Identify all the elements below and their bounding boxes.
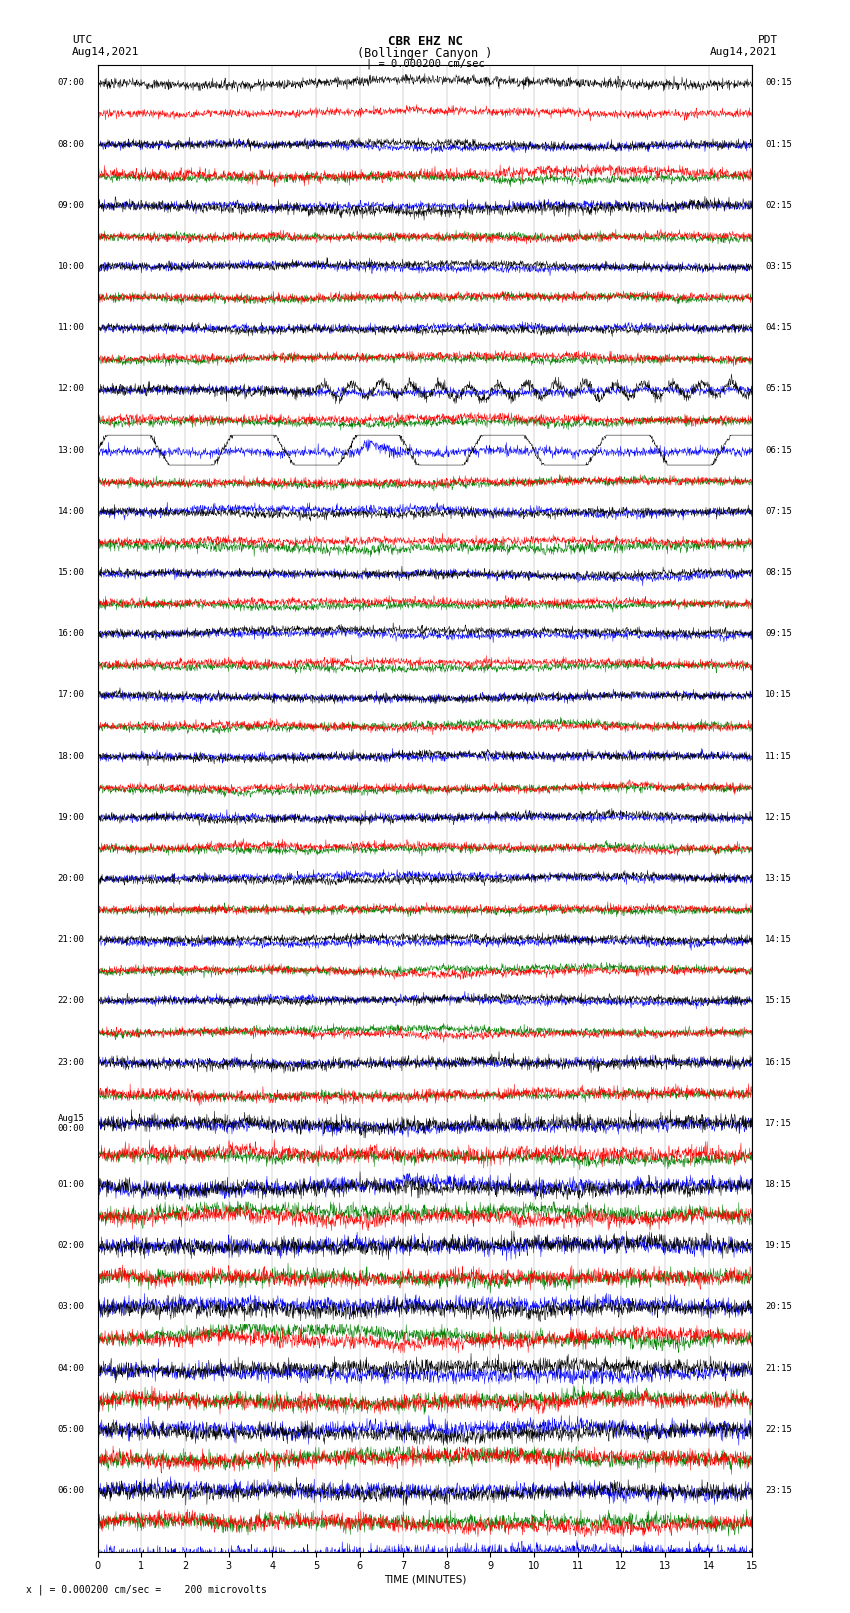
Text: 23:15: 23:15 xyxy=(765,1486,792,1495)
X-axis label: TIME (MINUTES): TIME (MINUTES) xyxy=(384,1574,466,1584)
Text: 16:15: 16:15 xyxy=(765,1058,792,1066)
Text: (Bollinger Canyon ): (Bollinger Canyon ) xyxy=(357,47,493,60)
Text: 19:00: 19:00 xyxy=(58,813,85,821)
Text: 13:00: 13:00 xyxy=(58,445,85,455)
Text: 03:15: 03:15 xyxy=(765,261,792,271)
Text: 16:00: 16:00 xyxy=(58,629,85,639)
Text: UTC: UTC xyxy=(72,35,93,45)
Text: 01:00: 01:00 xyxy=(58,1181,85,1189)
Text: 05:15: 05:15 xyxy=(765,384,792,394)
Text: 02:15: 02:15 xyxy=(765,200,792,210)
Text: 12:00: 12:00 xyxy=(58,384,85,394)
Text: 10:15: 10:15 xyxy=(765,690,792,700)
Text: 10:00: 10:00 xyxy=(58,261,85,271)
Text: 15:15: 15:15 xyxy=(765,997,792,1005)
Text: 11:15: 11:15 xyxy=(765,752,792,761)
Text: 21:00: 21:00 xyxy=(58,936,85,944)
Text: 18:00: 18:00 xyxy=(58,752,85,761)
Text: 15:00: 15:00 xyxy=(58,568,85,577)
Text: 09:15: 09:15 xyxy=(765,629,792,639)
Text: 07:15: 07:15 xyxy=(765,506,792,516)
Text: 02:00: 02:00 xyxy=(58,1240,85,1250)
Text: 07:00: 07:00 xyxy=(58,79,85,87)
Text: 08:15: 08:15 xyxy=(765,568,792,577)
Text: 06:00: 06:00 xyxy=(58,1486,85,1495)
Text: 08:00: 08:00 xyxy=(58,140,85,148)
Text: 11:00: 11:00 xyxy=(58,323,85,332)
Text: 20:15: 20:15 xyxy=(765,1302,792,1311)
Text: Aug14,2021: Aug14,2021 xyxy=(711,47,778,56)
Text: 22:00: 22:00 xyxy=(58,997,85,1005)
Text: 14:15: 14:15 xyxy=(765,936,792,944)
Text: 09:00: 09:00 xyxy=(58,200,85,210)
Text: CBR EHZ NC: CBR EHZ NC xyxy=(388,35,462,48)
Text: 04:15: 04:15 xyxy=(765,323,792,332)
Text: PDT: PDT xyxy=(757,35,778,45)
Text: 00:15: 00:15 xyxy=(765,79,792,87)
Text: 13:15: 13:15 xyxy=(765,874,792,882)
Text: 17:15: 17:15 xyxy=(765,1119,792,1127)
Text: 14:00: 14:00 xyxy=(58,506,85,516)
Text: 17:00: 17:00 xyxy=(58,690,85,700)
Text: x | = 0.000200 cm/sec =    200 microvolts: x | = 0.000200 cm/sec = 200 microvolts xyxy=(26,1584,266,1595)
Text: | = 0.000200 cm/sec: | = 0.000200 cm/sec xyxy=(366,58,484,69)
Text: 21:15: 21:15 xyxy=(765,1363,792,1373)
Text: 23:00: 23:00 xyxy=(58,1058,85,1066)
Text: 18:15: 18:15 xyxy=(765,1181,792,1189)
Text: 01:15: 01:15 xyxy=(765,140,792,148)
Text: 05:00: 05:00 xyxy=(58,1424,85,1434)
Text: Aug14,2021: Aug14,2021 xyxy=(72,47,139,56)
Text: 12:15: 12:15 xyxy=(765,813,792,821)
Text: 19:15: 19:15 xyxy=(765,1240,792,1250)
Text: Aug15
00:00: Aug15 00:00 xyxy=(58,1113,85,1132)
Text: 03:00: 03:00 xyxy=(58,1302,85,1311)
Text: 04:00: 04:00 xyxy=(58,1363,85,1373)
Text: 22:15: 22:15 xyxy=(765,1424,792,1434)
Text: 06:15: 06:15 xyxy=(765,445,792,455)
Text: 20:00: 20:00 xyxy=(58,874,85,882)
